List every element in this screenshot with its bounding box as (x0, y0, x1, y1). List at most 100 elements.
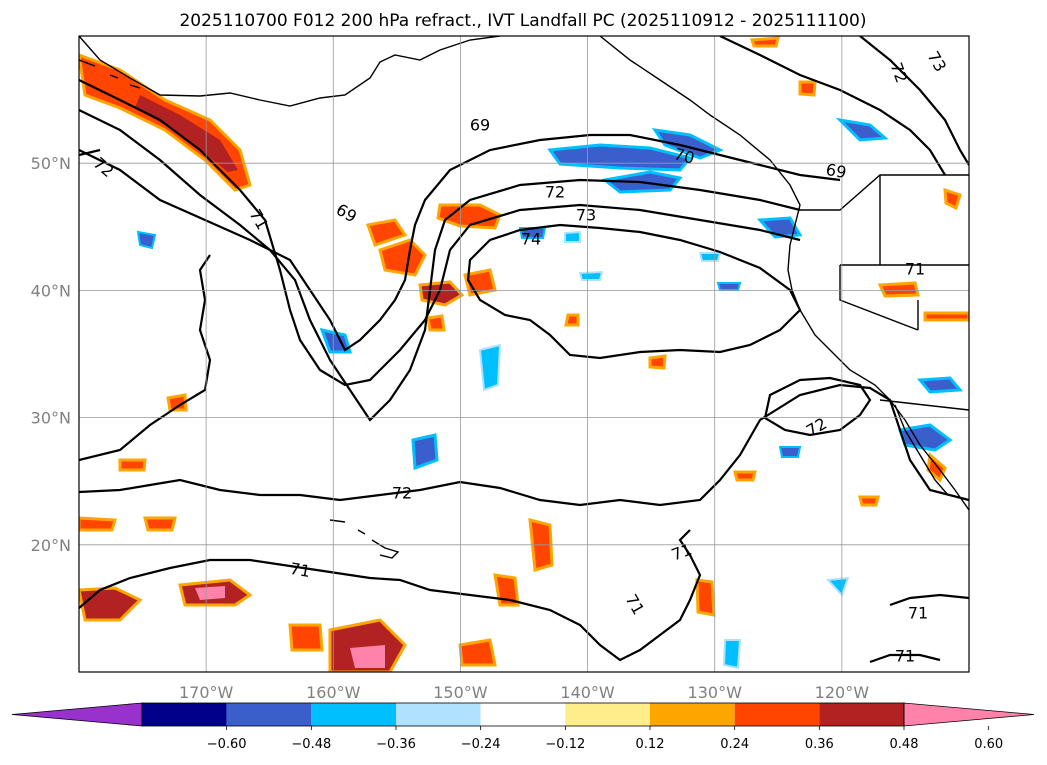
shade-positive-17 (328, 618, 407, 672)
colorbar-bin (734, 703, 820, 726)
shade-negative-41 (578, 270, 604, 281)
lon-tick-label: 120°W (815, 683, 870, 702)
shade-positive-27 (877, 281, 920, 298)
shade-negative-42 (716, 282, 742, 291)
contour-label: 72 (392, 484, 412, 503)
shade-central-pacific-positive-5 (366, 218, 408, 247)
shade-jet-blue-1 (547, 143, 693, 172)
coast-hawaii (329, 519, 400, 559)
contour-label: 69 (824, 160, 847, 182)
shade-positive-30 (166, 393, 188, 412)
lat-tick-label: 30°N (31, 409, 71, 428)
shade-positive-38 (943, 187, 962, 211)
lat-tick-label: 40°N (31, 281, 71, 300)
coast-baja (894, 404, 949, 496)
shade-negative-10 (916, 376, 964, 394)
colorbar-bin (819, 703, 904, 726)
colorbar-bin (226, 703, 312, 726)
colorbar-bin (650, 703, 735, 726)
shade-positive-35 (564, 313, 580, 327)
shade-positive-18 (350, 645, 385, 668)
shade-positive-33 (858, 495, 880, 507)
shade-positive-23 (288, 623, 324, 652)
coast-west-coast-us (787, 244, 969, 511)
lon-tick-label: 130°W (688, 683, 743, 702)
lat-tick-label: 20°N (31, 536, 71, 555)
colorbar-tick-label: −0.24 (461, 737, 501, 752)
shade-negative-7 (478, 343, 502, 392)
border-us-canada (800, 174, 969, 211)
colorbar-tick-label: −0.48 (291, 737, 331, 752)
colorbar-bin (396, 703, 481, 726)
contour-label: 71 (895, 647, 915, 666)
shade-positive-29 (648, 354, 667, 370)
contour-74 (466, 223, 802, 360)
colorbar-tick-label: −0.12 (545, 737, 585, 752)
shade-positive-20 (493, 573, 520, 607)
shade-negative-39 (136, 230, 157, 250)
shade-positive-22 (79, 516, 117, 532)
shade-jet-blue-4 (756, 216, 803, 239)
coast-bc-alaska-panhandle (599, 36, 801, 246)
contour-label: 73 (576, 206, 596, 225)
chart-title: 2025110700 F012 200 hPa refract., IVT La… (179, 11, 866, 31)
graticule (79, 36, 969, 672)
shade-negative-8 (411, 433, 439, 471)
contour-label: 70 (672, 144, 697, 168)
shade-negative-45 (698, 252, 722, 262)
lon-tick-label: 160°W (306, 683, 361, 702)
lon-tick-label: 140°W (560, 683, 615, 702)
lon-tick-label: 170°W (179, 683, 234, 702)
contour-label: 71 (908, 604, 928, 623)
contour-label: 71 (288, 559, 311, 581)
contour-72-west (79, 109, 801, 422)
border-us-mexico (879, 399, 969, 411)
shade-positive-37 (798, 80, 817, 97)
colorbar-tick-label: 0.60 (974, 737, 1003, 752)
colorbar-bin (480, 703, 566, 726)
shade-gulf-alaska-core (135, 95, 238, 172)
shade-positive-32 (143, 516, 177, 532)
shade-negative-43 (778, 446, 802, 458)
colorbar-extend-min (11, 702, 143, 727)
shade-positive-26 (749, 36, 780, 48)
shade-positive-21 (695, 578, 716, 617)
shade-negative-11 (835, 117, 889, 142)
shade-negative-40 (564, 230, 581, 243)
colorbar-bin (565, 703, 650, 726)
border-states (839, 175, 969, 331)
colorbar: −0.60 −0.48 −0.36 −0.24 −0.12 0.12 0.24 0.36 0.4… (11, 702, 1035, 752)
shade-central-pacific-positive-2 (378, 238, 427, 277)
lat-axis: 50°N 40°N 30°N 20°N (31, 154, 71, 555)
colorbar-tick-label: 0.24 (720, 737, 749, 752)
lon-axis: 170°W 160°W 150°W 140°W 130°W 120°W (179, 683, 869, 702)
contour-72-subtropic (79, 383, 969, 507)
contour-71-south (79, 529, 702, 662)
lat-tick-label: 50°N (31, 154, 71, 173)
shade-negative-13 (825, 576, 850, 597)
colorbar-tick-label: −0.60 (207, 737, 247, 752)
coast-aleutians (79, 59, 141, 89)
shade-positive-28 (923, 311, 969, 322)
coast-alaska (79, 36, 501, 107)
contour-lines (79, 36, 969, 664)
colorbar-bin (311, 703, 396, 726)
lon-tick-label: 150°W (433, 683, 488, 702)
contour-label: 72 (545, 183, 565, 202)
shade-positive-34 (733, 470, 757, 482)
contour-71-eastern-low (763, 376, 872, 437)
shade-positive-15 (195, 586, 225, 600)
colorbar-tick-label: 0.48 (890, 737, 919, 752)
contour-label: 74 (521, 230, 541, 249)
contour-69-north (79, 133, 841, 352)
colorbar-tick-label: 0.36 (805, 737, 834, 752)
shade-negative-12 (722, 639, 742, 670)
contour-72-midlat (79, 254, 212, 462)
contour-73 (79, 79, 801, 387)
coastlines (79, 36, 969, 559)
colorbar-extend-max (903, 702, 1035, 727)
contour-label: 69 (470, 116, 490, 135)
contour-71-far-east (869, 593, 969, 664)
